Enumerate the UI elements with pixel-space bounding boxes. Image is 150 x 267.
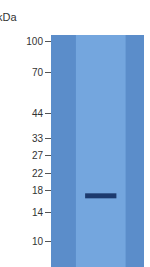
- svg-text:22: 22: [32, 168, 44, 179]
- svg-text:100: 100: [26, 36, 43, 47]
- svg-text:kDa: kDa: [0, 11, 17, 23]
- svg-text:33: 33: [32, 133, 44, 144]
- svg-text:44: 44: [32, 108, 44, 119]
- svg-text:18: 18: [32, 185, 44, 196]
- svg-text:27: 27: [32, 150, 44, 161]
- svg-text:70: 70: [32, 67, 44, 78]
- svg-text:14: 14: [32, 207, 44, 218]
- svg-text:10: 10: [32, 236, 44, 247]
